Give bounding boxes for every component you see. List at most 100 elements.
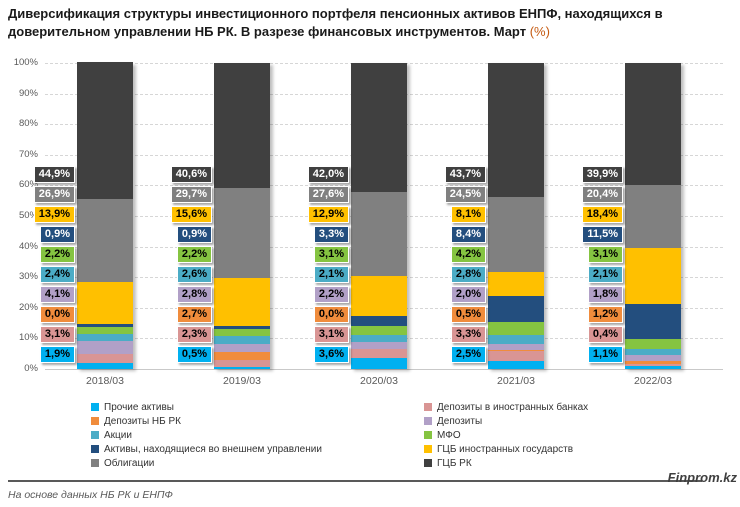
bar-2020/03 [351, 63, 407, 369]
value-label: 44,9% [33, 166, 75, 183]
bar-segment [351, 325, 407, 336]
bar-segment [77, 199, 133, 282]
value-label: 2,2% [176, 246, 212, 263]
y-axis-tick: 90% [18, 87, 38, 99]
value-label: 18,4% [581, 206, 623, 223]
footer-divider [8, 480, 702, 482]
value-label: 24,5% [444, 186, 486, 203]
value-label: 2,8% [176, 286, 212, 303]
value-label: 3,1% [39, 326, 75, 343]
bar-segment [214, 360, 270, 368]
value-label: 0,4% [587, 326, 623, 343]
bar-segment [488, 63, 544, 197]
bar-segment [625, 365, 681, 369]
bar-segment [625, 339, 681, 349]
bar-segment [488, 322, 544, 336]
bar-segment [214, 335, 270, 344]
source-note: На основе данных НБ РК и ЕНПФ [8, 489, 173, 501]
bar-segment [77, 281, 133, 325]
bar-segment [488, 361, 544, 369]
bar-segment [488, 343, 544, 350]
bar-segment [625, 364, 681, 366]
value-label: 4,1% [39, 286, 75, 303]
value-label: 3,1% [313, 326, 349, 343]
gridline [45, 369, 723, 370]
value-label: 2,3% [176, 326, 212, 343]
value-label: 27,6% [307, 186, 349, 203]
value-label: 3,3% [313, 226, 349, 243]
y-axis-tick: 80% [18, 118, 38, 130]
value-label: 0,0% [39, 306, 75, 323]
y-axis-tick: 50% [18, 210, 38, 221]
value-label: 13,9% [33, 206, 75, 223]
bar-segment [77, 363, 133, 369]
value-label: 0,9% [176, 226, 212, 243]
value-label: 11,5% [582, 226, 623, 243]
bar-segment [77, 327, 133, 334]
bar-segment [214, 367, 270, 369]
x-axis-label: 2018/03 [86, 375, 124, 387]
value-label: 39,9% [581, 166, 623, 183]
value-label: 2,2% [39, 246, 75, 263]
bar-segment [351, 341, 407, 349]
value-label: 0,5% [176, 346, 212, 363]
bar-segment [351, 357, 407, 369]
value-label: 15,6% [170, 206, 212, 223]
bar-segment [214, 343, 270, 353]
value-label: 0,9% [39, 226, 75, 243]
bar-2021/03 [488, 63, 544, 369]
bar-segment [625, 63, 681, 186]
value-label: 40,6% [170, 166, 212, 183]
value-label: 20,4% [581, 186, 623, 203]
bar-segment [625, 185, 681, 248]
y-axis-tick: 100% [13, 57, 38, 68]
bar-segment [77, 353, 133, 364]
bar-2022/03 [625, 63, 681, 369]
value-label: 3,3% [450, 326, 486, 343]
x-axis-label: 2019/03 [223, 375, 261, 387]
y-axis-tick: 20% [18, 301, 38, 313]
bar-segment [214, 63, 270, 188]
value-label: 43,7% [444, 166, 486, 183]
bar-segment [214, 352, 270, 361]
bar-2018/03 [77, 62, 133, 369]
y-axis-tick: 30% [18, 271, 38, 283]
bar-segment [77, 341, 133, 354]
value-label: 3,1% [587, 246, 623, 263]
brand-logo: Finprom.kz [667, 470, 737, 485]
value-label: 4,2% [450, 246, 486, 263]
value-label: 2,1% [587, 266, 623, 283]
bar-2019/03 [214, 63, 270, 369]
value-label: 0,5% [450, 306, 486, 323]
value-label: 12,9% [307, 206, 349, 223]
bar-segment [625, 360, 681, 365]
bar-segment [77, 324, 133, 328]
value-label: 1,9% [39, 346, 75, 363]
bar-segment [488, 351, 544, 362]
y-axis-tick: 10% [18, 332, 38, 344]
y-axis-tick: 70% [18, 148, 38, 160]
bar-segment [351, 191, 407, 277]
bar-segment [625, 304, 681, 340]
value-label: 2,6% [176, 266, 212, 283]
value-label: 2,2% [313, 286, 349, 303]
x-axis-label: 2020/03 [360, 375, 398, 387]
value-label: 3,1% [313, 246, 349, 263]
value-label: 2,8% [450, 266, 486, 283]
bar-segment [214, 187, 270, 279]
value-label: 2,5% [450, 346, 486, 363]
bar-segment [351, 315, 407, 326]
value-label: 2,1% [313, 266, 349, 283]
value-label: 2,0% [450, 286, 486, 303]
x-axis-label: 2022/03 [634, 375, 672, 387]
value-label: 29,7% [170, 186, 212, 203]
bar-segment [77, 333, 133, 342]
bar-segment [625, 348, 681, 356]
value-label: 2,4% [39, 266, 75, 283]
bar-segment [351, 348, 407, 358]
value-label: 1,2% [587, 306, 623, 323]
bar-segment [214, 326, 270, 329]
value-label: 3,6% [313, 346, 349, 363]
y-axis-tick: 0% [24, 363, 38, 374]
